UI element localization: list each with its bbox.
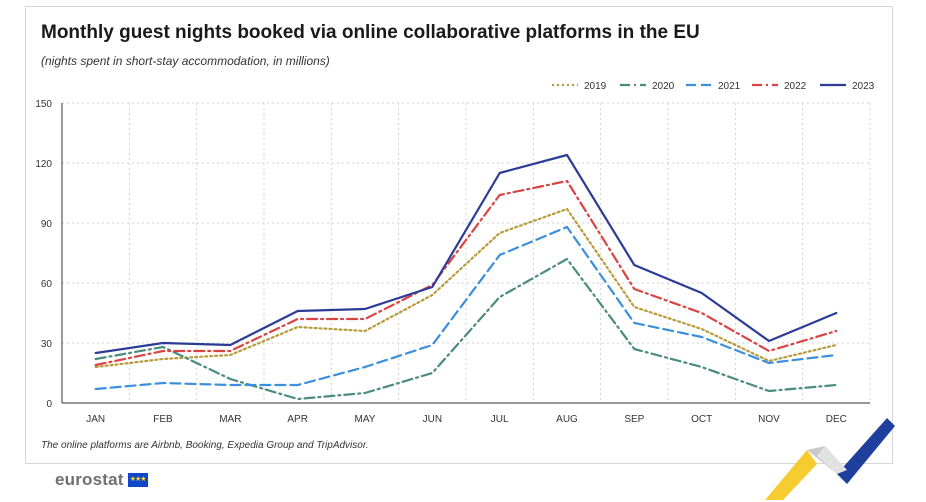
y-tick-label: 90 — [41, 219, 53, 230]
x-tick-label: AUG — [556, 414, 578, 425]
chart-subtitle: (nights spent in short-stay accommodatio… — [41, 54, 330, 68]
series-line-2023 — [94, 153, 838, 355]
eurostat-logo-text: eurostat — [55, 470, 124, 489]
x-tick-label: NOV — [758, 414, 780, 425]
series-line-2019 — [94, 207, 838, 369]
x-tick-label: JUN — [423, 414, 442, 425]
legend-label-2021: 2021 — [718, 81, 741, 92]
x-tick-label: JAN — [86, 414, 105, 425]
x-tick-label: MAY — [355, 414, 376, 425]
chart-frame — [25, 6, 893, 464]
y-tick-label: 30 — [41, 339, 53, 350]
x-tick-label: FEB — [153, 414, 173, 425]
chart-title: Monthly guest nights booked via online c… — [41, 22, 700, 43]
y-tick-label: 120 — [35, 159, 52, 170]
legend-label-2022: 2022 — [784, 81, 807, 92]
y-tick-label: 60 — [41, 279, 53, 290]
decorative-chevrons-icon — [765, 418, 895, 500]
x-tick-label: SEP — [624, 414, 644, 425]
x-tick-label: APR — [287, 414, 308, 425]
x-tick-label: MAR — [219, 414, 241, 425]
y-tick-label: 150 — [35, 99, 52, 110]
series-line-2020 — [94, 257, 838, 401]
x-tick-label: DEC — [826, 414, 847, 425]
legend-label-2020: 2020 — [652, 81, 675, 92]
eurostat-logo: eurostat ★★★ — [55, 470, 148, 490]
x-tick-label: OCT — [691, 414, 712, 425]
eu-flag-icon: ★★★ — [127, 473, 148, 487]
legend-label-2023: 2023 — [852, 81, 875, 92]
chart-footnote: The online platforms are Airbnb, Booking… — [41, 440, 369, 451]
series-line-2022 — [94, 179, 838, 367]
legend-label-2019: 2019 — [584, 81, 607, 92]
series-line-2021 — [94, 225, 838, 391]
x-tick-label: JUL — [491, 414, 509, 425]
y-tick-label: 0 — [46, 399, 52, 410]
